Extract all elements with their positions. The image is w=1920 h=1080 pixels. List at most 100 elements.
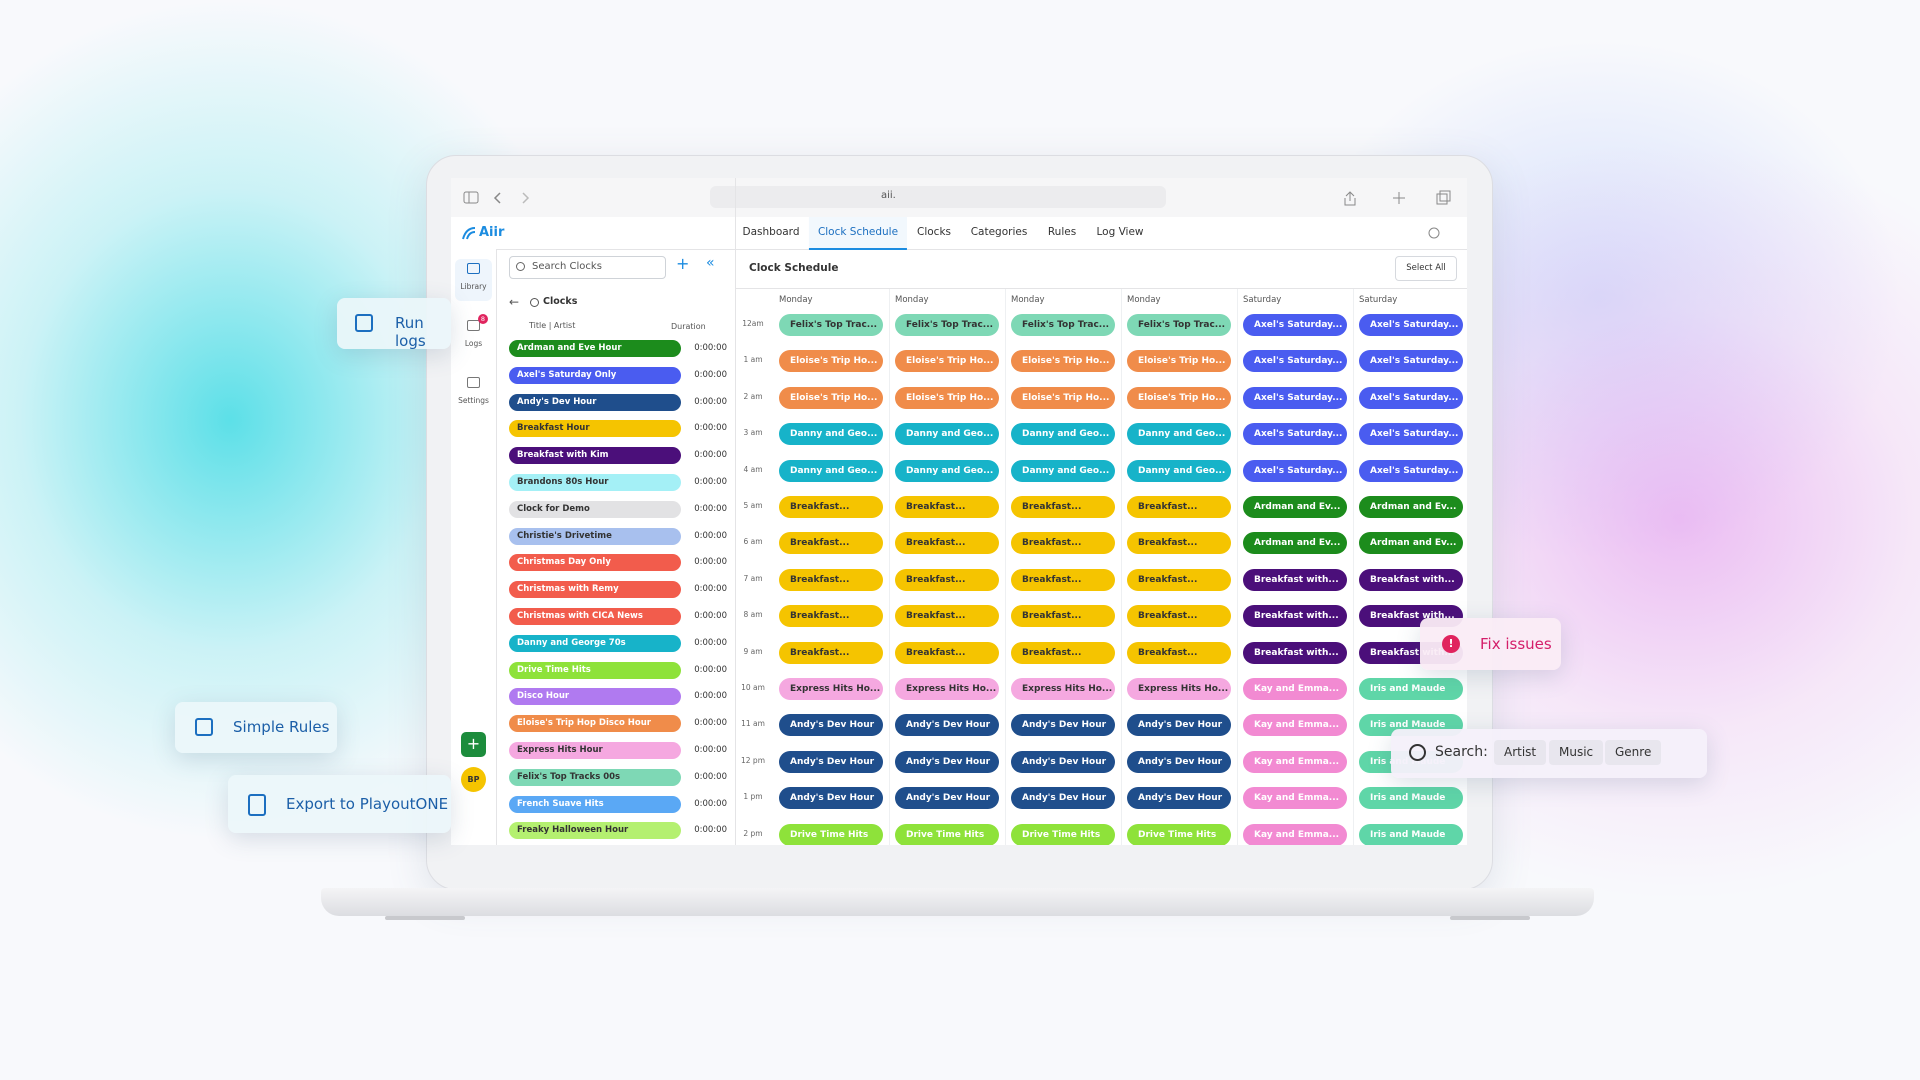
schedule-pill[interactable]: Danny and Geo... xyxy=(779,423,883,446)
schedule-pill[interactable]: Eloise's Trip Ho... xyxy=(779,386,883,409)
callout-simple-rules[interactable]: Simple Rules xyxy=(175,702,337,753)
schedule-pill[interactable]: Felix's Top Trac... xyxy=(1011,314,1115,336)
schedule-pill[interactable]: Andy's Dev Hour xyxy=(1011,714,1115,737)
clock-pill[interactable]: Felix's Top Tracks 00s xyxy=(509,768,681,786)
schedule-pill[interactable]: Iris and Maude xyxy=(1359,678,1463,700)
schedule-pill[interactable]: Danny and Geo... xyxy=(895,459,999,482)
schedule-pill[interactable]: Ardman and Ev... xyxy=(1359,496,1463,518)
collapse[interactable]: « xyxy=(706,255,715,271)
schedule-pill[interactable]: Breakfast... xyxy=(1011,496,1115,518)
nav-tab[interactable]: Rules xyxy=(1047,226,1077,238)
schedule-pill[interactable]: Breakfast... xyxy=(1127,641,1231,664)
clock-pill[interactable]: Breakfast with Kim xyxy=(509,447,681,465)
schedule-pill[interactable]: Breakfast... xyxy=(895,641,999,664)
schedule-pill[interactable]: Breakfast with... xyxy=(1359,568,1463,591)
clock-pill[interactable]: Breakfast Hour xyxy=(509,420,681,438)
schedule-pill[interactable]: Eloise's Trip Ho... xyxy=(1127,350,1231,373)
browser-actions[interactable] xyxy=(1341,188,1451,208)
schedule-pill[interactable]: Breakfast... xyxy=(1011,641,1115,664)
schedule-pill[interactable]: Drive Time Hits xyxy=(1127,823,1231,845)
clock-pill[interactable]: French Suave Hits xyxy=(509,795,681,813)
schedule-pill[interactable]: Kay and Emma... xyxy=(1243,823,1347,845)
clock-pill[interactable]: Danny and George 70s xyxy=(509,634,681,652)
schedule-pill[interactable]: Breakfast... xyxy=(895,532,999,555)
schedule-pill[interactable]: Breakfast... xyxy=(1011,605,1115,628)
schedule-pill[interactable]: Eloise's Trip Ho... xyxy=(1011,350,1115,373)
schedule-pill[interactable]: Breakfast... xyxy=(895,496,999,518)
nav-tab[interactable]: Dashboard xyxy=(742,226,800,238)
clock-pill[interactable]: Christmas Day Only xyxy=(509,554,681,572)
schedule-pill[interactable]: Drive Time Hits xyxy=(1011,823,1115,845)
schedule-pill[interactable]: Felix's Top Trac... xyxy=(1127,314,1231,336)
schedule-pill[interactable]: Axel's Saturday... xyxy=(1243,423,1347,446)
search-input[interactable]: Search Clocks xyxy=(509,256,666,279)
schedule-pill[interactable]: Axel's Saturday... xyxy=(1243,314,1347,336)
schedule-pill[interactable]: Felix's Top Trac... xyxy=(895,314,999,336)
schedule-pill[interactable]: Breakfast... xyxy=(779,496,883,518)
schedule-pill[interactable]: Kay and Emma... xyxy=(1243,714,1347,737)
schedule-pill[interactable]: Danny and Geo... xyxy=(1127,423,1231,446)
schedule-pill[interactable]: Breakfast with... xyxy=(1243,568,1347,591)
schedule-pill[interactable]: Kay and Emma... xyxy=(1243,787,1347,810)
schedule-pill[interactable]: Axel's Saturday... xyxy=(1359,350,1463,373)
search-chip[interactable]: Artist xyxy=(1494,740,1547,765)
nav-tab[interactable]: Log View xyxy=(1096,226,1144,238)
schedule-pill[interactable]: Felix's Top Trac... xyxy=(779,314,883,336)
clock-pill[interactable]: Ardman and Eve Hour xyxy=(509,340,681,357)
schedule-pill[interactable]: Axel's Saturday... xyxy=(1359,423,1463,446)
add-clock[interactable]: + xyxy=(676,254,690,273)
schedule-pill[interactable]: Breakfast... xyxy=(779,641,883,664)
clock-pill[interactable]: Express Hits Hour xyxy=(509,742,681,759)
browser-controls[interactable] xyxy=(463,190,533,206)
clock-pill[interactable]: Disco Hour xyxy=(509,688,681,706)
schedule-pill[interactable]: Kay and Emma... xyxy=(1243,750,1347,773)
schedule-pill[interactable]: Andy's Dev Hour xyxy=(895,714,999,737)
nav-tab[interactable]: Categories xyxy=(970,226,1028,238)
sidebar-item[interactable]: Logs 8 xyxy=(455,314,492,358)
schedule-pill[interactable]: Andy's Dev Hour xyxy=(1127,714,1231,737)
schedule-pill[interactable]: Andy's Dev Hour xyxy=(779,714,883,737)
schedule-pill[interactable]: Breakfast... xyxy=(1011,568,1115,591)
schedule-pill[interactable]: Axel's Saturday... xyxy=(1243,386,1347,409)
schedule-pill[interactable]: Eloise's Trip Ho... xyxy=(1127,386,1231,409)
schedule-pill[interactable]: Express Hits Ho... xyxy=(1011,678,1115,700)
schedule-pill[interactable]: Danny and Geo... xyxy=(1011,423,1115,446)
schedule-pill[interactable]: Danny and Geo... xyxy=(779,459,883,482)
schedule-pill[interactable]: Andy's Dev Hour xyxy=(895,787,999,810)
sidebar-item[interactable]: Library xyxy=(455,259,492,301)
schedule-pill[interactable]: Drive Time Hits xyxy=(779,823,883,845)
schedule-pill[interactable]: Andy's Dev Hour xyxy=(1127,787,1231,810)
url-bar[interactable] xyxy=(710,186,1166,208)
clock-pill[interactable]: Brandons 80s Hour xyxy=(509,474,681,491)
schedule-pill[interactable]: Danny and Geo... xyxy=(895,423,999,446)
schedule-pill[interactable]: Breakfast... xyxy=(779,532,883,555)
schedule-pill[interactable]: Ardman and Ev... xyxy=(1243,496,1347,518)
schedule-pill[interactable]: Andy's Dev Hour xyxy=(779,787,883,810)
schedule-pill[interactable]: Andy's Dev Hour xyxy=(895,750,999,773)
schedule-pill[interactable]: Breakfast... xyxy=(1011,532,1115,555)
callout-fix-issues[interactable]: ! Fix issues xyxy=(1420,618,1561,670)
schedule-pill[interactable]: Breakfast with... xyxy=(1243,605,1347,628)
schedule-pill[interactable]: Axel's Saturday... xyxy=(1243,459,1347,482)
schedule-pill[interactable]: Kay and Emma... xyxy=(1243,678,1347,700)
nav-tab[interactable]: Clock Schedule xyxy=(808,217,908,250)
search-chip[interactable]: Genre xyxy=(1605,740,1662,765)
select-all[interactable]: Select All xyxy=(1395,256,1457,281)
clock-pill[interactable]: Drive Time Hits xyxy=(509,661,681,679)
sidebar-item[interactable]: Settings xyxy=(455,373,492,415)
schedule-pill[interactable]: Breakfast... xyxy=(1127,496,1231,518)
schedule-pill[interactable]: Axel's Saturday... xyxy=(1359,314,1463,336)
schedule-pill[interactable]: Breakfast... xyxy=(1127,532,1231,555)
add-button[interactable]: + xyxy=(461,732,486,757)
schedule-pill[interactable]: Axel's Saturday... xyxy=(1359,386,1463,409)
schedule-pill[interactable]: Eloise's Trip Ho... xyxy=(895,350,999,373)
schedule-pill[interactable]: Axel's Saturday... xyxy=(1243,350,1347,373)
schedule-pill[interactable]: Breakfast... xyxy=(1127,605,1231,628)
schedule-pill[interactable]: Breakfast... xyxy=(895,605,999,628)
clock-pill[interactable]: Christie's Drivetime xyxy=(509,527,681,545)
schedule-pill[interactable]: Danny and Geo... xyxy=(1011,459,1115,482)
schedule-pill[interactable]: Breakfast... xyxy=(779,605,883,628)
callout-run-logs[interactable]: Run logs xyxy=(337,298,451,350)
callout-export[interactable]: Export to PlayoutONE xyxy=(228,775,451,833)
schedule-pill[interactable]: Ardman and Ev... xyxy=(1359,532,1463,555)
